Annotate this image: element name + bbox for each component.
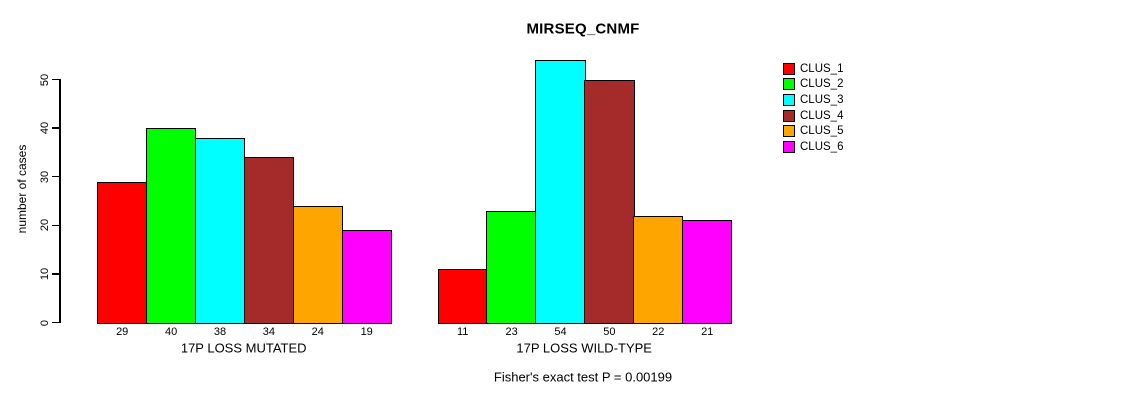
bar-value-label: 34 (262, 325, 276, 338)
group-label: 17P LOSS MUTATED (180, 340, 307, 355)
legend-label: CLUS_2 (800, 78, 844, 91)
bar-clus_2 (145, 128, 197, 324)
bar-clus_1 (97, 181, 148, 324)
bar-clus_4 (243, 157, 295, 324)
bar-value-label: 38 (213, 325, 227, 338)
y-tick-label: 20 (39, 219, 51, 232)
y-tick-mark (52, 127, 59, 129)
bar-clus_6 (682, 220, 733, 324)
legend-swatch-clus_2 (783, 78, 795, 91)
bar-value-label: 21 (701, 325, 714, 338)
legend-item-clus_1: CLUS_1 (783, 61, 843, 77)
legend: CLUS_1 CLUS_2 CLUS_3 CLUS_4 CLUS_5 CLUS_6 (783, 61, 843, 155)
legend-swatch-clus_1 (783, 62, 795, 75)
group-label: 17P LOSS WILD-TYPE (516, 340, 652, 355)
legend-label: CLUS_4 (800, 109, 844, 122)
chart-title: MIRSEQ_CNMF (526, 20, 640, 38)
bar-clus_5 (633, 215, 684, 324)
bar-clus_3 (194, 137, 246, 324)
y-axis-line (59, 79, 61, 323)
bar-value-label: 11 (456, 325, 469, 338)
legend-label: CLUS_6 (800, 140, 844, 153)
legend-swatch-clus_6 (783, 140, 795, 153)
y-tick-label: 40 (39, 121, 51, 135)
bar-value-label: 50 (603, 325, 616, 338)
legend-swatch-clus_3 (783, 93, 795, 106)
annotation-fisher-test: Fisher's exact test P = 0.00199 (493, 369, 673, 385)
bar-value-label: 24 (311, 325, 324, 338)
legend-swatch-clus_4 (783, 109, 795, 122)
bar-clus_3 (535, 60, 586, 324)
legend-item-clus_5: CLUS_5 (783, 123, 843, 139)
y-tick-mark (52, 273, 59, 275)
y-tick-label: 30 (39, 170, 51, 183)
legend-item-clus_3: CLUS_3 (783, 92, 843, 108)
legend-label: CLUS_3 (800, 93, 844, 106)
bar-clus_4 (584, 79, 635, 324)
y-tick-label: 0 (39, 319, 51, 326)
bar-value-label: 19 (360, 325, 373, 338)
y-tick-label: 50 (39, 73, 51, 86)
legend-item-clus_4: CLUS_4 (783, 108, 843, 124)
bar-clus_6 (341, 230, 392, 324)
y-tick-label: 10 (39, 267, 51, 281)
bar-clus_5 (292, 205, 343, 324)
bar-value-label: 54 (554, 325, 567, 338)
bar-value-label: 40 (164, 325, 178, 338)
bar-value-label: 29 (116, 325, 129, 338)
y-tick-mark (52, 175, 59, 178)
y-tick-mark (52, 78, 59, 81)
bar-clus_2 (486, 210, 537, 324)
bar-value-label: 23 (505, 325, 518, 338)
legend-label: CLUS_5 (800, 125, 844, 138)
bar-value-label: 22 (652, 325, 665, 338)
legend-label: CLUS_1 (800, 62, 844, 75)
y-axis-label: number of cases (15, 144, 29, 234)
y-tick-mark (52, 224, 59, 227)
legend-item-clus_6: CLUS_6 (783, 139, 843, 155)
legend-item-clus_2: CLUS_2 (783, 77, 843, 93)
bar-clus_1 (437, 269, 488, 324)
y-tick-mark (52, 321, 59, 324)
legend-swatch-clus_5 (783, 125, 795, 138)
